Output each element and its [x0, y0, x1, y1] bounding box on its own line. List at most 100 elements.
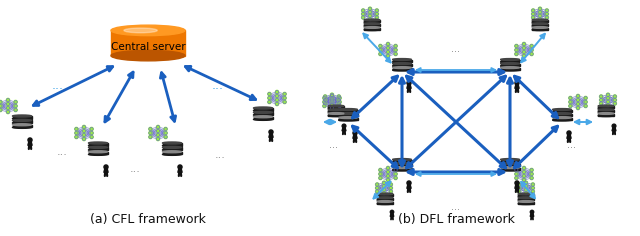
Circle shape — [330, 98, 333, 102]
Ellipse shape — [392, 161, 412, 163]
Circle shape — [342, 124, 346, 128]
Circle shape — [283, 96, 286, 100]
Bar — [328, 114, 344, 116]
Bar — [518, 198, 534, 200]
Circle shape — [515, 48, 518, 52]
Ellipse shape — [339, 111, 358, 113]
Circle shape — [522, 174, 525, 178]
Circle shape — [522, 166, 525, 170]
Circle shape — [407, 181, 411, 185]
Circle shape — [164, 127, 167, 131]
Bar — [163, 147, 182, 150]
Ellipse shape — [364, 23, 380, 25]
Circle shape — [6, 102, 10, 105]
Circle shape — [330, 106, 333, 110]
Circle shape — [538, 14, 541, 17]
Circle shape — [6, 110, 10, 114]
Bar — [364, 20, 380, 22]
Circle shape — [164, 135, 167, 139]
Circle shape — [600, 102, 603, 105]
Ellipse shape — [392, 67, 412, 68]
Polygon shape — [390, 214, 394, 216]
Circle shape — [337, 102, 340, 105]
Ellipse shape — [339, 119, 358, 121]
Ellipse shape — [328, 115, 344, 117]
Circle shape — [14, 108, 17, 112]
Ellipse shape — [88, 153, 108, 155]
Ellipse shape — [111, 50, 185, 61]
Circle shape — [532, 16, 535, 19]
Ellipse shape — [339, 117, 358, 118]
Polygon shape — [269, 134, 273, 137]
Circle shape — [383, 192, 385, 195]
Circle shape — [83, 137, 86, 141]
Ellipse shape — [88, 145, 108, 147]
Ellipse shape — [163, 142, 182, 144]
Bar — [532, 24, 548, 26]
Circle shape — [330, 102, 333, 105]
Ellipse shape — [253, 114, 273, 116]
Text: ···: ··· — [568, 143, 577, 153]
Ellipse shape — [253, 110, 273, 112]
Circle shape — [613, 95, 616, 98]
Circle shape — [524, 185, 527, 188]
Ellipse shape — [339, 113, 358, 114]
Circle shape — [515, 181, 519, 185]
Circle shape — [515, 81, 519, 85]
Circle shape — [387, 51, 390, 54]
Circle shape — [584, 100, 588, 104]
Ellipse shape — [339, 109, 358, 110]
Ellipse shape — [88, 146, 108, 148]
Circle shape — [268, 100, 271, 104]
Circle shape — [369, 14, 372, 17]
Ellipse shape — [500, 165, 520, 167]
Ellipse shape — [163, 151, 182, 153]
Circle shape — [524, 188, 527, 191]
Ellipse shape — [392, 159, 412, 160]
Ellipse shape — [364, 27, 380, 28]
Circle shape — [584, 104, 588, 108]
Ellipse shape — [552, 117, 572, 118]
Polygon shape — [407, 85, 411, 88]
Bar — [598, 110, 614, 112]
Ellipse shape — [500, 69, 520, 71]
Bar — [328, 110, 344, 112]
Circle shape — [379, 48, 382, 52]
Ellipse shape — [364, 29, 380, 31]
Circle shape — [323, 104, 326, 108]
Polygon shape — [407, 185, 411, 188]
Ellipse shape — [392, 61, 412, 63]
Bar — [339, 118, 358, 120]
Ellipse shape — [88, 142, 108, 144]
Ellipse shape — [500, 65, 520, 67]
Ellipse shape — [328, 113, 344, 114]
Bar — [392, 160, 412, 162]
Circle shape — [612, 124, 616, 128]
Ellipse shape — [13, 126, 31, 128]
Circle shape — [6, 98, 10, 102]
Ellipse shape — [377, 193, 393, 195]
Circle shape — [569, 96, 572, 100]
Circle shape — [330, 94, 333, 98]
Circle shape — [389, 190, 392, 193]
Circle shape — [394, 48, 397, 52]
Bar — [500, 164, 520, 166]
Polygon shape — [353, 135, 357, 138]
Circle shape — [518, 190, 521, 193]
Text: ···: ··· — [214, 153, 225, 163]
Bar — [392, 164, 412, 166]
Circle shape — [522, 170, 525, 174]
Bar — [13, 125, 31, 127]
Polygon shape — [342, 128, 346, 131]
Circle shape — [607, 93, 610, 96]
Circle shape — [545, 9, 548, 12]
Circle shape — [522, 55, 525, 58]
Circle shape — [330, 93, 333, 96]
Circle shape — [376, 183, 379, 186]
Polygon shape — [178, 169, 182, 173]
Circle shape — [369, 7, 372, 10]
Circle shape — [149, 135, 152, 139]
Circle shape — [531, 186, 534, 190]
Circle shape — [394, 169, 397, 172]
Circle shape — [104, 165, 108, 169]
